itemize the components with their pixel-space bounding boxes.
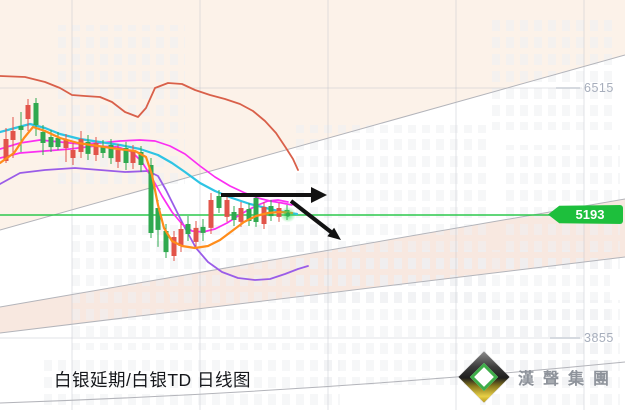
ma-purple [0, 167, 309, 281]
trendline-upper [0, 54, 625, 231]
candle-body [70, 150, 76, 158]
trendline-channel-top [0, 198, 625, 308]
price-tag-value: 5193 [575, 207, 605, 222]
candle-body [25, 105, 31, 119]
candle-body [253, 198, 259, 222]
candle-body [48, 137, 54, 148]
price-label-3855: 3855 [584, 331, 614, 345]
candle-body [231, 212, 237, 220]
current-price-dot [285, 212, 291, 217]
watermark-blocks [70, 225, 320, 350]
candle-body [108, 145, 114, 159]
candle-body [171, 237, 177, 256]
candle-body [33, 103, 39, 125]
candle-body [208, 200, 214, 228]
upper-band-line [0, 75, 299, 171]
candle-body [123, 148, 129, 163]
diamond-logo-icon [456, 349, 512, 405]
brand-logo: 漢聲集團 [456, 349, 618, 405]
candles-group [3, 98, 290, 261]
candle-body [40, 132, 46, 143]
candle-body [216, 196, 222, 208]
candle-body [148, 165, 154, 233]
candle-body [163, 231, 169, 253]
ma-orange [0, 125, 294, 250]
arrow-down-right-head [327, 227, 341, 240]
candle-body [55, 138, 61, 147]
candle-body [10, 131, 16, 140]
candle-body [3, 139, 9, 161]
candle-body [115, 150, 121, 162]
candle-body [224, 200, 230, 217]
candle-body [85, 141, 91, 154]
watermark-blocks [40, 355, 340, 405]
candle-body [63, 140, 69, 148]
candle-body [238, 208, 244, 222]
candle-body [268, 206, 274, 217]
candle-body [138, 152, 144, 165]
candle-body [93, 143, 99, 155]
candle-body [100, 147, 106, 153]
watermark-blocks [480, 300, 620, 405]
arrow-down-right-shaft [289, 199, 333, 234]
candle-body [155, 208, 161, 230]
candle-body [193, 227, 199, 242]
candle-body [178, 229, 184, 246]
price-label-6515: 6515 [584, 81, 614, 95]
candle-body [200, 226, 206, 233]
trendline-channel-bottom [0, 256, 625, 334]
candle-body [18, 126, 24, 130]
diamond-inner-green [469, 362, 499, 392]
candle-body [185, 224, 191, 234]
trendline-baseline [0, 361, 625, 404]
arrow-horizontal-head [311, 187, 327, 203]
diamond-outer [458, 351, 510, 403]
chart-title: 白银延期/白银TD 日线图 [54, 370, 252, 390]
brand-name: 漢聲集團 [518, 371, 619, 388]
candle-body [130, 150, 136, 163]
candle-body [78, 139, 84, 152]
price-tag-5193: 5193 [548, 205, 623, 224]
watermark-blocks [490, 15, 615, 130]
candle-body [261, 207, 267, 224]
candle-body [246, 209, 252, 221]
